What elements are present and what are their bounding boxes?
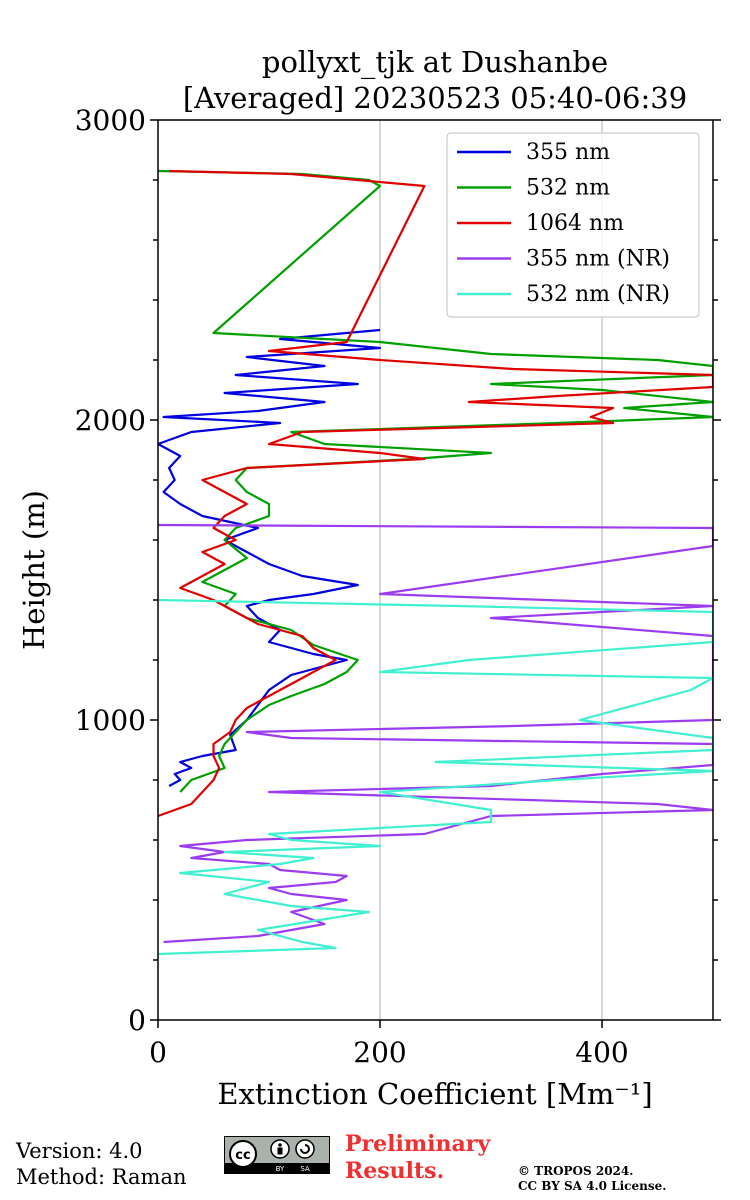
legend-label-2: 1064 nm: [526, 211, 624, 236]
series-line-0: [158, 328, 382, 787]
tick-labels: 0 200 400 0 1000 2000 3000: [75, 104, 629, 1069]
cc-icon: [229, 1140, 257, 1168]
by-text: BY: [276, 1165, 285, 1173]
axis-ticks: [150, 119, 721, 1028]
y-tick-label: 2000: [75, 404, 146, 437]
x-tick-label: 0: [149, 1036, 167, 1069]
series-line-1: [158, 169, 713, 793]
y-tick-label: 3000: [75, 104, 146, 137]
chart-title-line2: [Averaged] 20230523 05:40-06:39: [183, 81, 687, 115]
cc-text: cc: [235, 1148, 250, 1163]
version-text: Version: 4.0: [16, 1139, 143, 1163]
y-axis-label: Height (m): [17, 490, 51, 650]
cc-by-sa-badge: cc BY SA: [224, 1136, 330, 1174]
x-tick-label: 200: [353, 1036, 406, 1069]
preliminary-line2: Results.: [345, 1158, 445, 1184]
preliminary-notice: Preliminary Results.: [345, 1131, 490, 1185]
series-line-2: [158, 169, 713, 818]
series-line-3: [158, 523, 713, 944]
x-axis-label: Extinction Coefficient [Mm⁻¹]: [217, 1077, 652, 1111]
y-tick-label: 0: [128, 1004, 146, 1037]
legend-label-4: 532 nm (NR): [526, 282, 670, 307]
version-info: Version: 4.0 Method: Raman: [16, 1138, 187, 1190]
chart-title-line1: pollyxt_tjk at Dushanbe: [262, 45, 608, 80]
extinction-profile-chart: pollyxt_tjk at Dushanbe [Averaged] 20230…: [17, 45, 721, 1111]
y-tick-label: 1000: [75, 704, 146, 737]
x-tick-label: 400: [575, 1036, 628, 1069]
sa-text: SA: [300, 1165, 310, 1173]
copyright-line2: CC BY SA 4.0 License.: [518, 1179, 667, 1193]
series-line-4: [158, 598, 713, 956]
legend-label-3: 355 nm (NR): [526, 247, 670, 272]
sa-icon: [295, 1139, 315, 1159]
method-text: Method: Raman: [16, 1165, 187, 1189]
plot-frame: [157, 119, 714, 1021]
series-lines: [158, 169, 713, 956]
legend-label-0: 355 nm: [526, 140, 610, 165]
copyright-line1: © TROPOS 2024.: [518, 1164, 634, 1178]
legend: 355 nm 532 nm 1064 nm 355 nm (NR) 532 nm (NR…: [446, 132, 700, 318]
preliminary-line1: Preliminary: [345, 1131, 491, 1157]
legend-box: [446, 132, 700, 318]
legend-label-1: 532 nm: [526, 176, 610, 201]
copyright-notice: © TROPOS 2024. CC BY SA 4.0 License.: [518, 1164, 666, 1194]
